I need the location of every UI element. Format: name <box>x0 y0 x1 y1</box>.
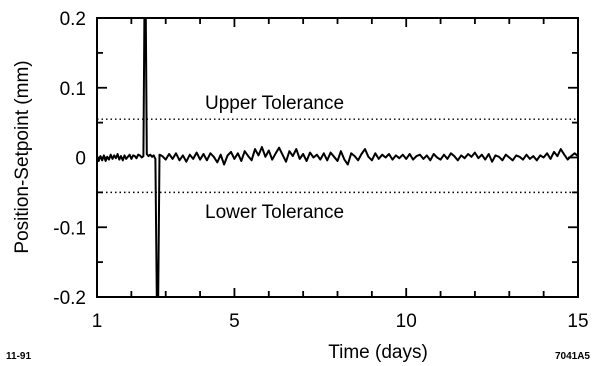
corner-label-right: 7041A5 <box>555 351 590 362</box>
x-tick-label: 1 <box>92 311 103 332</box>
x-axis-title: Time (days) <box>328 342 428 363</box>
annotation-upper-tolerance: Upper Tolerance <box>205 93 344 114</box>
x-tick-label: 15 <box>567 311 588 332</box>
x-tick-label: 10 <box>396 311 417 332</box>
series-line-0 <box>96 17 579 298</box>
y-axis-title: Position-Setpoint (mm) <box>12 60 33 253</box>
y-tick-label: -0.1 <box>53 218 86 239</box>
annotation-lower-tolerance: Lower Tolerance <box>205 202 344 223</box>
y-tick-label: 0.2 <box>60 9 86 30</box>
x-tick-label: 5 <box>229 311 240 332</box>
y-tick-label: 0.1 <box>60 79 86 100</box>
plot-frame <box>96 17 579 298</box>
y-tick-label: 0 <box>75 149 86 170</box>
y-tick-label: -0.2 <box>53 288 86 309</box>
corner-label-left: 11-91 <box>6 351 31 362</box>
